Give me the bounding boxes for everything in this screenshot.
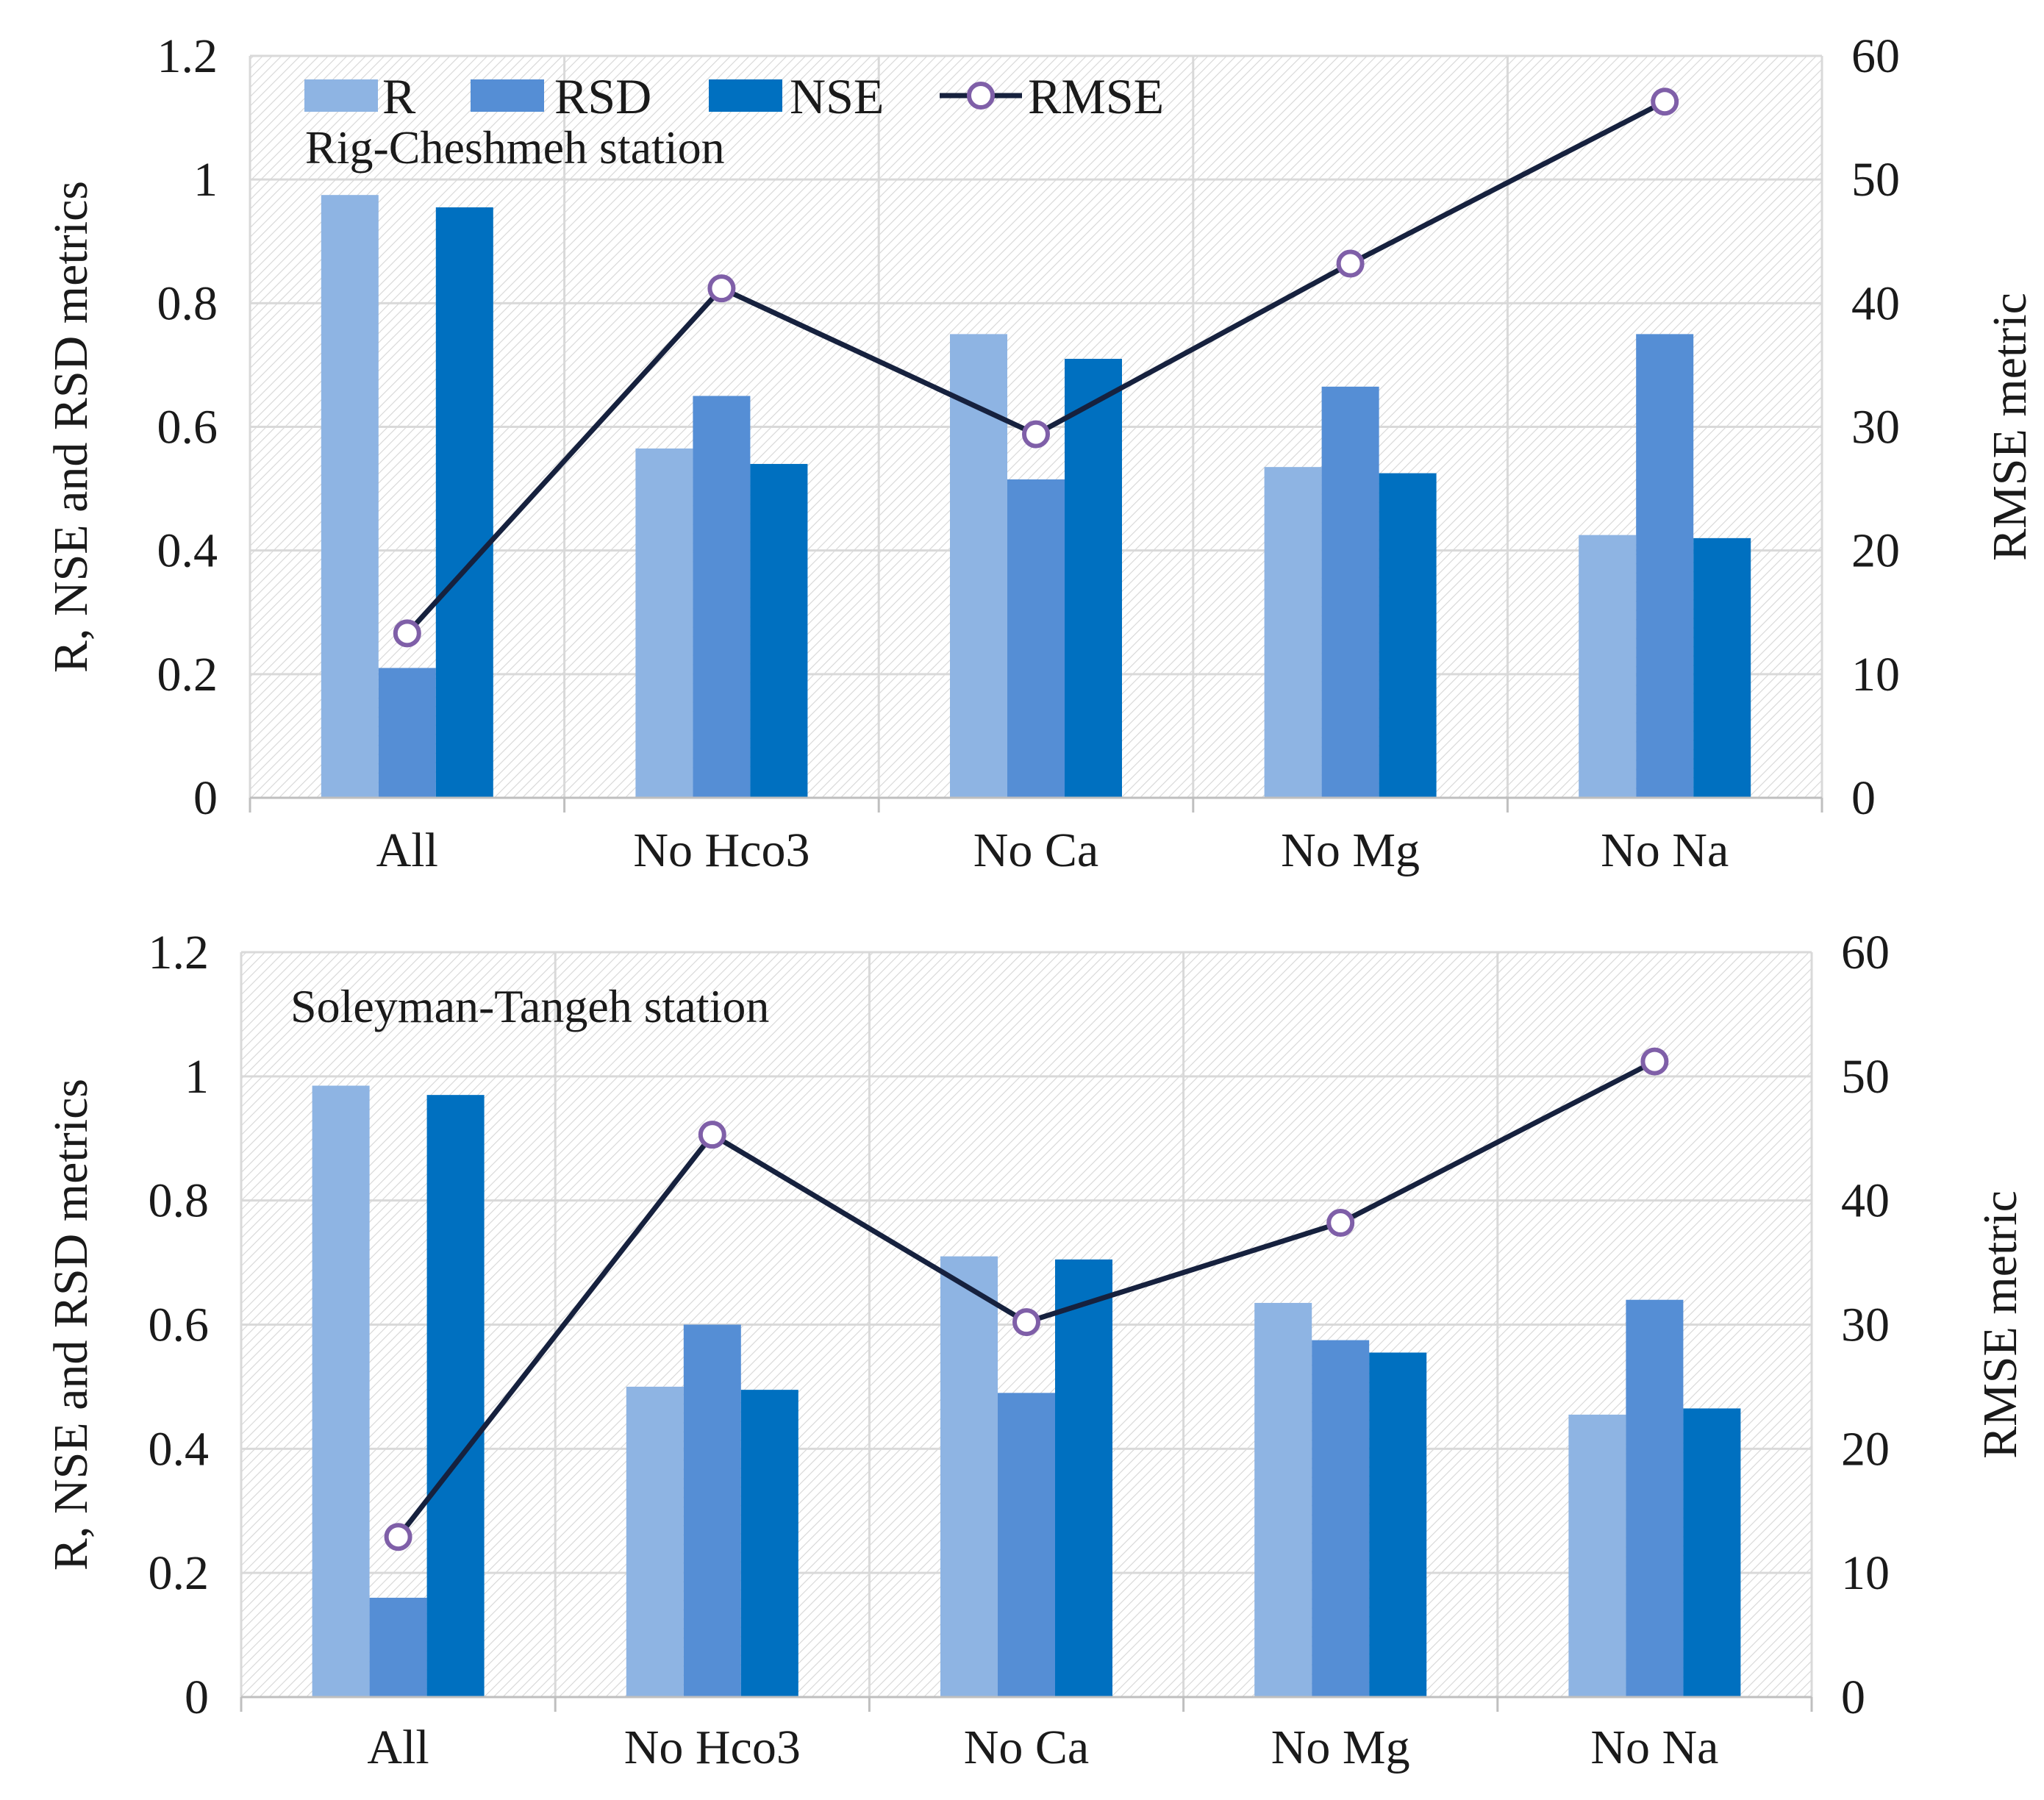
y-tick-label: 0.2 [157, 648, 218, 701]
y-tick-label: 0.4 [157, 524, 218, 578]
bar-r-no-mg [1254, 1302, 1312, 1697]
y-tick-label: 0.8 [149, 1174, 210, 1228]
bar-nse-no-ca [1055, 1259, 1112, 1697]
x-tick-label: No Hco3 [624, 1721, 801, 1774]
bar-nse-no-na [1683, 1408, 1741, 1697]
chart-soleyman-tangeh: 0 0.2 0.4 0.6 0.8 1 1.2 0 10 20 30 40 50 60 All No Hco3… [44, 926, 2027, 1774]
rmse-point-no-ca [1022, 420, 1050, 449]
bar-r-no-ca [940, 1256, 998, 1697]
bar-rsd-no-mg [1312, 1340, 1370, 1697]
y-tick-label: 1 [185, 1050, 209, 1104]
bar-rsd-no-ca [998, 1393, 1055, 1697]
x-tick-label: No Na [1590, 1721, 1718, 1774]
y2-axis-title: RMSE metric [1973, 1190, 2027, 1459]
y2-tick-label: 60 [1851, 29, 1900, 83]
rmse-point-no-hco3 [707, 274, 736, 303]
bar-rsd-no-mg [1321, 386, 1379, 798]
x-tick-label: No Na [1601, 824, 1729, 877]
y-tick-label: 1.2 [157, 29, 218, 83]
rmse-point-no-na [1640, 1047, 1669, 1076]
bar-rsd-no-hco3 [683, 1324, 741, 1697]
rmse-point-no-ca [1012, 1308, 1040, 1337]
y2-tick-label: 30 [1851, 401, 1900, 454]
bar-r-no-hco3 [635, 448, 693, 798]
rmse-point-no-hco3 [698, 1121, 726, 1149]
bar-rsd-no-ca [1007, 479, 1065, 798]
legend-swatch-r [304, 79, 378, 112]
bar-rsd-no-hco3 [693, 396, 751, 798]
y-axis-title: R, NSE and RSD metrics [44, 1079, 98, 1571]
legend-label-rmse: RMSE [1028, 68, 1164, 124]
bar-r-no-na [1568, 1414, 1626, 1697]
bar-nse-no-na [1693, 538, 1751, 798]
y-tick-label: 0.4 [149, 1422, 210, 1476]
y2-tick-label: 40 [1851, 276, 1900, 330]
bar-nse-no-mg [1379, 473, 1437, 798]
rmse-point-no-mg [1326, 1209, 1355, 1238]
y-axis-title: R, NSE and RSD metrics [44, 181, 98, 673]
bar-rsd-all [378, 668, 436, 798]
bar-r-no-hco3 [626, 1386, 684, 1697]
y2-tick-label: 0 [1851, 771, 1876, 825]
y-tick-label: 0 [193, 771, 218, 825]
legend-swatch-rsd [471, 79, 544, 112]
bar-r-no-ca [950, 334, 1007, 798]
y2-tick-label: 50 [1851, 153, 1900, 207]
y2-tick-label: 20 [1851, 524, 1900, 578]
bar-r-all [321, 195, 379, 798]
y2-tick-label: 10 [1851, 648, 1900, 701]
bar-nse-no-hco3 [740, 1390, 798, 1697]
x-tick-label: All [367, 1721, 429, 1774]
y-tick-label: 0.2 [149, 1546, 210, 1600]
y-tick-label: 0.6 [157, 401, 218, 454]
bar-r-all [312, 1085, 370, 1697]
station-title: Soleyman-Tangeh station [290, 980, 769, 1032]
bar-rsd-all [369, 1597, 427, 1697]
y-tick-label: 0.6 [149, 1299, 210, 1352]
x-tick-label: No Mg [1271, 1721, 1410, 1774]
bar-nse-no-hco3 [750, 463, 808, 798]
y2-tick-label: 30 [1841, 1299, 1890, 1352]
chart-rig-cheshmeh: 0 0.2 0.4 0.6 0.8 1 1.2 0 10 20 30 40 50 60 All No Hco3… [44, 29, 2037, 877]
legend-label-r: R [382, 68, 416, 124]
y2-tick-label: 20 [1841, 1422, 1890, 1476]
x-tick-label: No Hco3 [633, 824, 810, 877]
bar-rsd-no-na [1626, 1299, 1684, 1697]
bar-nse-no-ca [1065, 359, 1122, 799]
rmse-point-all [393, 619, 421, 648]
rmse-point-all [384, 1523, 412, 1551]
y2-axis-title: RMSE metric [1983, 293, 2037, 561]
x-tick-label: No Ca [964, 1721, 1089, 1774]
bar-nse-all [435, 207, 493, 799]
y2-tick-label: 40 [1841, 1174, 1890, 1228]
bar-r-no-mg [1264, 467, 1322, 798]
x-tick-label: All [376, 824, 438, 877]
bar-rsd-no-na [1636, 334, 1694, 798]
legend-swatch-nse [709, 79, 782, 112]
legend-swatch-rmse-marker [967, 82, 995, 110]
y2-tick-label: 10 [1841, 1546, 1890, 1600]
rmse-point-no-na [1651, 88, 1679, 116]
bar-nse-no-mg [1369, 1352, 1427, 1697]
bar-nse-all [426, 1095, 485, 1697]
y2-tick-label: 60 [1841, 926, 1890, 979]
bar-r-no-na [1579, 535, 1637, 798]
rmse-point-no-mg [1336, 249, 1365, 278]
y-tick-label: 0 [185, 1671, 209, 1724]
x-tick-label: No Mg [1281, 824, 1420, 877]
y2-tick-label: 0 [1841, 1671, 1865, 1724]
y2-tick-label: 50 [1841, 1050, 1890, 1104]
x-tick-label: No Ca [973, 824, 1098, 877]
y-tick-label: 1.2 [149, 926, 210, 979]
station-title: Rig-Cheshmeh station [305, 121, 725, 174]
legend-label-rsd: RSD [554, 68, 651, 124]
legend: R RSD NSE RMSE [304, 68, 1164, 124]
legend-label-nse: NSE [790, 68, 884, 124]
y-tick-label: 1 [193, 153, 218, 207]
y-tick-label: 0.8 [157, 276, 218, 330]
